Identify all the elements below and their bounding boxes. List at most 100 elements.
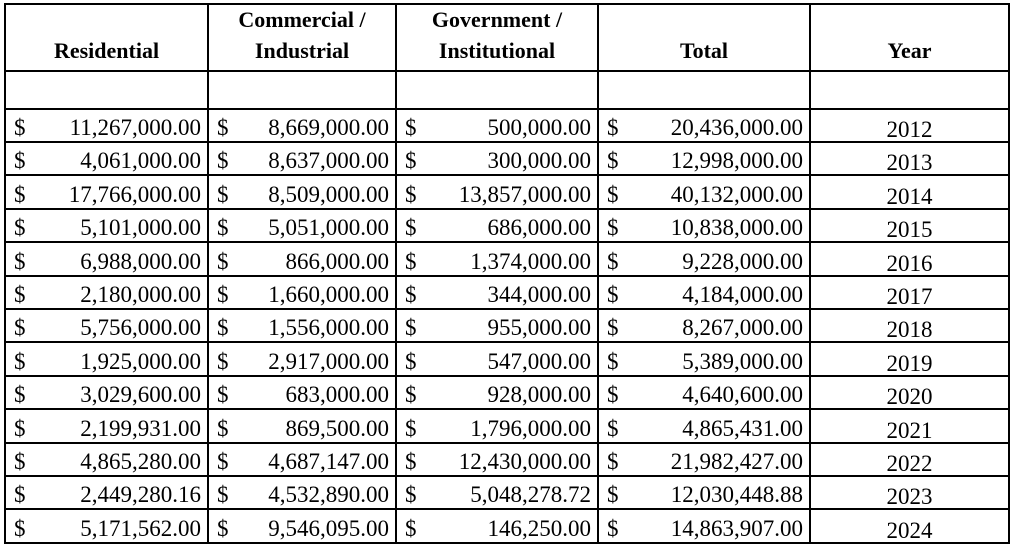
commercial-cell: $869,500.00: [207, 408, 397, 444]
currency-symbol: $: [14, 382, 26, 408]
header-residential: Residential: [4, 3, 209, 72]
amount-value: 20,436,000.00: [670, 114, 803, 140]
amount-value: 9,228,000.00: [682, 248, 803, 274]
currency-symbol: $: [14, 348, 26, 374]
total-cell: $14,863,907.00: [597, 508, 811, 544]
table-row: $1,925,000.00 $2,917,000.00 $547,000.00 $5,…: [4, 341, 1010, 377]
total-cell: $12,998,000.00: [597, 140, 811, 177]
currency-symbol: $: [405, 181, 417, 207]
amount-value: 686,000.00: [487, 215, 592, 241]
residential-cell: $2,449,280.16: [4, 474, 209, 511]
amount-value: 1,660,000.00: [268, 281, 389, 307]
amount-value: 547,000.00: [487, 348, 592, 374]
currency-symbol: $: [607, 415, 619, 441]
amount-value: 869,500.00: [285, 415, 390, 441]
header-total: Total: [597, 3, 811, 72]
currency-symbol: $: [607, 181, 619, 207]
year-cell: 2023: [809, 474, 1010, 511]
currency-symbol: $: [405, 415, 417, 441]
year-cell: 2019: [809, 341, 1010, 377]
amount-value: 5,171,562.00: [80, 515, 201, 541]
amount-value: 4,184,000.00: [682, 281, 803, 307]
amount-value: 21,982,427.00: [670, 448, 803, 474]
header-line: Institutional: [438, 37, 556, 63]
header-government-institutional: Government / Institutional: [395, 3, 599, 72]
residential-cell: $6,988,000.00: [4, 241, 209, 277]
currency-symbol: $: [14, 482, 26, 508]
government-cell: $1,374,000.00: [395, 241, 599, 277]
currency-symbol: $: [405, 148, 417, 174]
currency-symbol: $: [217, 382, 229, 408]
amount-value: 1,796,000.00: [470, 415, 591, 441]
government-cell: $686,000.00: [395, 207, 599, 244]
total-cell: $8,267,000.00: [597, 307, 811, 344]
currency-symbol: $: [217, 215, 229, 241]
currency-symbol: $: [405, 515, 417, 541]
currency-symbol: $: [607, 215, 619, 241]
currency-symbol: $: [607, 382, 619, 408]
government-cell: $955,000.00: [395, 307, 599, 344]
residential-cell: $11,267,000.00: [4, 107, 209, 143]
table-row: $5,101,000.00 $5,051,000.00 $686,000.00 $10…: [4, 207, 1010, 244]
header-row: Residential Commercial / Industrial Governm…: [4, 3, 1010, 72]
amount-value: 8,637,000.00: [268, 148, 389, 174]
residential-cell: $5,101,000.00: [4, 207, 209, 244]
currency-symbol: $: [217, 482, 229, 508]
amount-value: 14,863,907.00: [670, 515, 803, 541]
amount-value: 8,267,000.00: [682, 315, 803, 341]
currency-symbol: $: [14, 248, 26, 274]
header-line: Industrial: [254, 37, 350, 63]
table-row: $6,988,000.00 $866,000.00 $1,374,000.00 $9,…: [4, 241, 1010, 277]
year-cell: 2022: [809, 441, 1010, 477]
header-line: Total: [679, 37, 729, 63]
amount-value: 5,101,000.00: [80, 215, 201, 241]
currency-symbol: $: [607, 515, 619, 541]
amount-value: 4,687,147.00: [268, 448, 389, 474]
currency-symbol: $: [217, 348, 229, 374]
currency-symbol: $: [405, 114, 417, 140]
total-cell: $12,030,448.88: [597, 474, 811, 511]
year-cell: 2012: [809, 107, 1010, 143]
year-cell: 2018: [809, 307, 1010, 344]
table-row: $4,865,280.00 $4,687,147.00 $12,430,000.00…: [4, 441, 1010, 477]
spacer-cell: [4, 69, 209, 110]
currency-symbol: $: [14, 448, 26, 474]
table-body: $11,267,000.00 $8,669,000.00 $500,000.00 $2…: [4, 69, 1010, 544]
amount-value: 866,000.00: [285, 248, 390, 274]
commercial-cell: $5,051,000.00: [207, 207, 397, 244]
spacer-cell: [809, 69, 1010, 110]
total-cell: $21,982,427.00: [597, 441, 811, 477]
total-cell: $4,640,600.00: [597, 374, 811, 411]
currency-symbol: $: [14, 114, 26, 140]
currency-symbol: $: [607, 482, 619, 508]
commercial-cell: $8,509,000.00: [207, 174, 397, 210]
header-line: Commercial /: [238, 7, 366, 32]
residential-cell: $3,029,600.00: [4, 374, 209, 411]
currency-symbol: $: [405, 248, 417, 274]
currency-symbol: $: [607, 448, 619, 474]
amount-value: 344,000.00: [487, 281, 592, 307]
government-cell: $1,796,000.00: [395, 408, 599, 444]
currency-symbol: $: [217, 281, 229, 307]
commercial-cell: $2,917,000.00: [207, 341, 397, 377]
currency-symbol: $: [405, 482, 417, 508]
amount-value: 500,000.00: [487, 114, 592, 140]
government-cell: $5,048,278.72: [395, 474, 599, 511]
amount-value: 4,061,000.00: [80, 148, 201, 174]
commercial-cell: $8,669,000.00: [207, 107, 397, 143]
amount-value: 5,756,000.00: [80, 315, 201, 341]
table-row: $5,756,000.00 $1,556,000.00 $955,000.00 $8,…: [4, 307, 1010, 344]
amount-value: 2,199,931.00: [80, 415, 201, 441]
amount-value: 4,532,890.00: [268, 482, 389, 508]
currency-symbol: $: [14, 148, 26, 174]
spacer-cell: [597, 69, 811, 110]
currency-symbol: $: [217, 515, 229, 541]
commercial-cell: $4,532,890.00: [207, 474, 397, 511]
table-row: $2,180,000.00 $1,660,000.00 $344,000.00 $4,…: [4, 274, 1010, 310]
commercial-cell: $866,000.00: [207, 241, 397, 277]
currency-symbol: $: [405, 448, 417, 474]
amount-value: 40,132,000.00: [670, 181, 803, 207]
total-cell: $5,389,000.00: [597, 341, 811, 377]
residential-cell: $1,925,000.00: [4, 341, 209, 377]
total-cell: $4,865,431.00: [597, 408, 811, 444]
